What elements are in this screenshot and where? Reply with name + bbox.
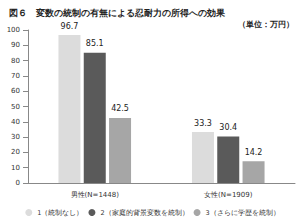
svg-text:（単位：万円）: （単位：万円） bbox=[238, 20, 294, 29]
svg-text:男性(N=1448): 男性(N=1448) bbox=[71, 191, 120, 199]
svg-text:図６ 変数の統制の有無による忍耐力の所得への効果: 図６ 変数の統制の有無による忍耐力の所得への効果 bbox=[9, 8, 226, 18]
svg-text:85.1: 85.1 bbox=[86, 39, 104, 48]
svg-text:3（さらに学歴を統制）: 3（さらに学歴を統制） bbox=[206, 209, 280, 217]
svg-text:30.4: 30.4 bbox=[219, 123, 237, 132]
svg-text:2（家庭的背景変数を統制）: 2（家庭的背景変数を統制） bbox=[100, 209, 188, 217]
svg-text:0: 0 bbox=[16, 179, 20, 187]
svg-text:30: 30 bbox=[11, 133, 20, 141]
svg-text:10: 10 bbox=[11, 164, 20, 172]
svg-text:40: 40 bbox=[11, 118, 20, 126]
svg-text:80: 80 bbox=[11, 57, 20, 65]
svg-text:33.3: 33.3 bbox=[194, 119, 212, 128]
svg-text:20: 20 bbox=[11, 148, 20, 156]
svg-text:50: 50 bbox=[11, 103, 20, 111]
svg-text:96.7: 96.7 bbox=[61, 22, 79, 31]
svg-text:14.2: 14.2 bbox=[245, 148, 263, 157]
svg-text:60: 60 bbox=[11, 87, 20, 95]
svg-text:90: 90 bbox=[11, 41, 20, 49]
svg-text:100: 100 bbox=[7, 26, 20, 34]
svg-text:70: 70 bbox=[11, 72, 20, 80]
svg-text:1（統制なし）: 1（統制なし） bbox=[37, 209, 83, 217]
svg-text:42.5: 42.5 bbox=[111, 104, 129, 113]
svg-text:女性(N=1909): 女性(N=1909) bbox=[204, 191, 253, 199]
